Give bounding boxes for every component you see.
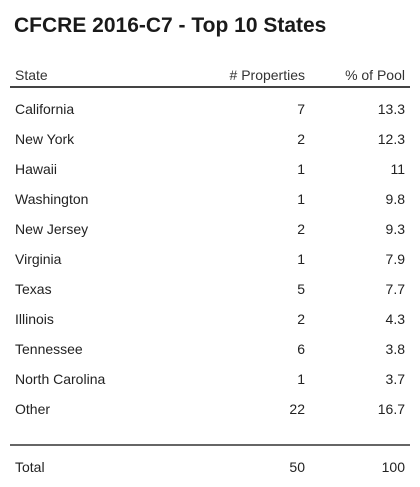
cell-properties: 2 xyxy=(297,311,305,327)
cell-pool: 13.3 xyxy=(377,101,405,117)
table-row: Tennessee 6 3.8 xyxy=(10,334,410,364)
table-row: Virginia 1 7.9 xyxy=(10,244,410,274)
table-row: California 7 13.3 xyxy=(10,94,410,124)
total-pool: 100 xyxy=(381,459,405,475)
cell-pool: 16.7 xyxy=(377,401,405,417)
cell-state: Tennessee xyxy=(15,341,83,357)
header-properties: # Properties xyxy=(229,67,305,83)
cell-properties: 2 xyxy=(297,221,305,237)
table-row: Texas 5 7.7 xyxy=(10,274,410,304)
cell-properties: 2 xyxy=(297,131,305,147)
cell-pool: 12.3 xyxy=(377,131,405,147)
cell-state: New York xyxy=(15,131,75,147)
table-header: State # Properties % of Pool xyxy=(10,64,410,88)
cell-pool: 3.8 xyxy=(385,341,405,357)
table-row: North Carolina 1 3.7 xyxy=(10,364,410,394)
table-row: New York 2 12.3 xyxy=(10,124,410,154)
page-title: CFCRE 2016-C7 - Top 10 States xyxy=(14,14,327,37)
header-state: State xyxy=(15,67,48,83)
cell-state: Virginia xyxy=(15,251,62,267)
table-row: Other 22 16.7 xyxy=(10,394,410,424)
cell-pool: 4.3 xyxy=(385,311,405,327)
cell-state: Texas xyxy=(15,281,52,297)
states-table: State # Properties % of Pool California 7… xyxy=(10,64,410,424)
cell-state: Other xyxy=(15,401,51,417)
cell-state: Illinois xyxy=(15,311,54,327)
cell-properties: 22 xyxy=(289,401,305,417)
table-row: New Jersey 2 9.3 xyxy=(10,214,410,244)
total-properties: 50 xyxy=(289,459,305,475)
cell-properties: 1 xyxy=(297,371,305,387)
total-divider xyxy=(10,444,410,446)
table-row: Illinois 2 4.3 xyxy=(10,304,410,334)
header-pool: % of Pool xyxy=(345,67,405,83)
cell-pool: 9.8 xyxy=(385,191,405,207)
cell-state: Washington xyxy=(15,191,89,207)
cell-state: California xyxy=(15,101,75,117)
cell-pool: 3.7 xyxy=(385,371,405,387)
table-row: Hawaii 1 11 xyxy=(10,154,410,184)
table-body: California 7 13.3 New York 2 12.3 Hawaii 1 11 Was… xyxy=(10,88,410,424)
cell-properties: 5 xyxy=(297,281,305,297)
cell-properties: 1 xyxy=(297,251,305,267)
cell-properties: 6 xyxy=(297,341,305,357)
total-row: Total 50 100 xyxy=(10,452,410,482)
cell-pool: 7.9 xyxy=(385,251,405,267)
cell-properties: 1 xyxy=(297,191,305,207)
cell-pool: 7.7 xyxy=(385,281,405,297)
cell-state: North Carolina xyxy=(15,371,106,387)
table-row: Washington 1 9.8 xyxy=(10,184,410,214)
cell-properties: 1 xyxy=(297,161,305,177)
cell-pool: 11 xyxy=(390,161,405,177)
cell-properties: 7 xyxy=(297,101,305,117)
total-label: Total xyxy=(15,459,45,475)
cell-state: Hawaii xyxy=(15,161,58,177)
cell-pool: 9.3 xyxy=(385,221,405,237)
cell-state: New Jersey xyxy=(15,221,89,237)
